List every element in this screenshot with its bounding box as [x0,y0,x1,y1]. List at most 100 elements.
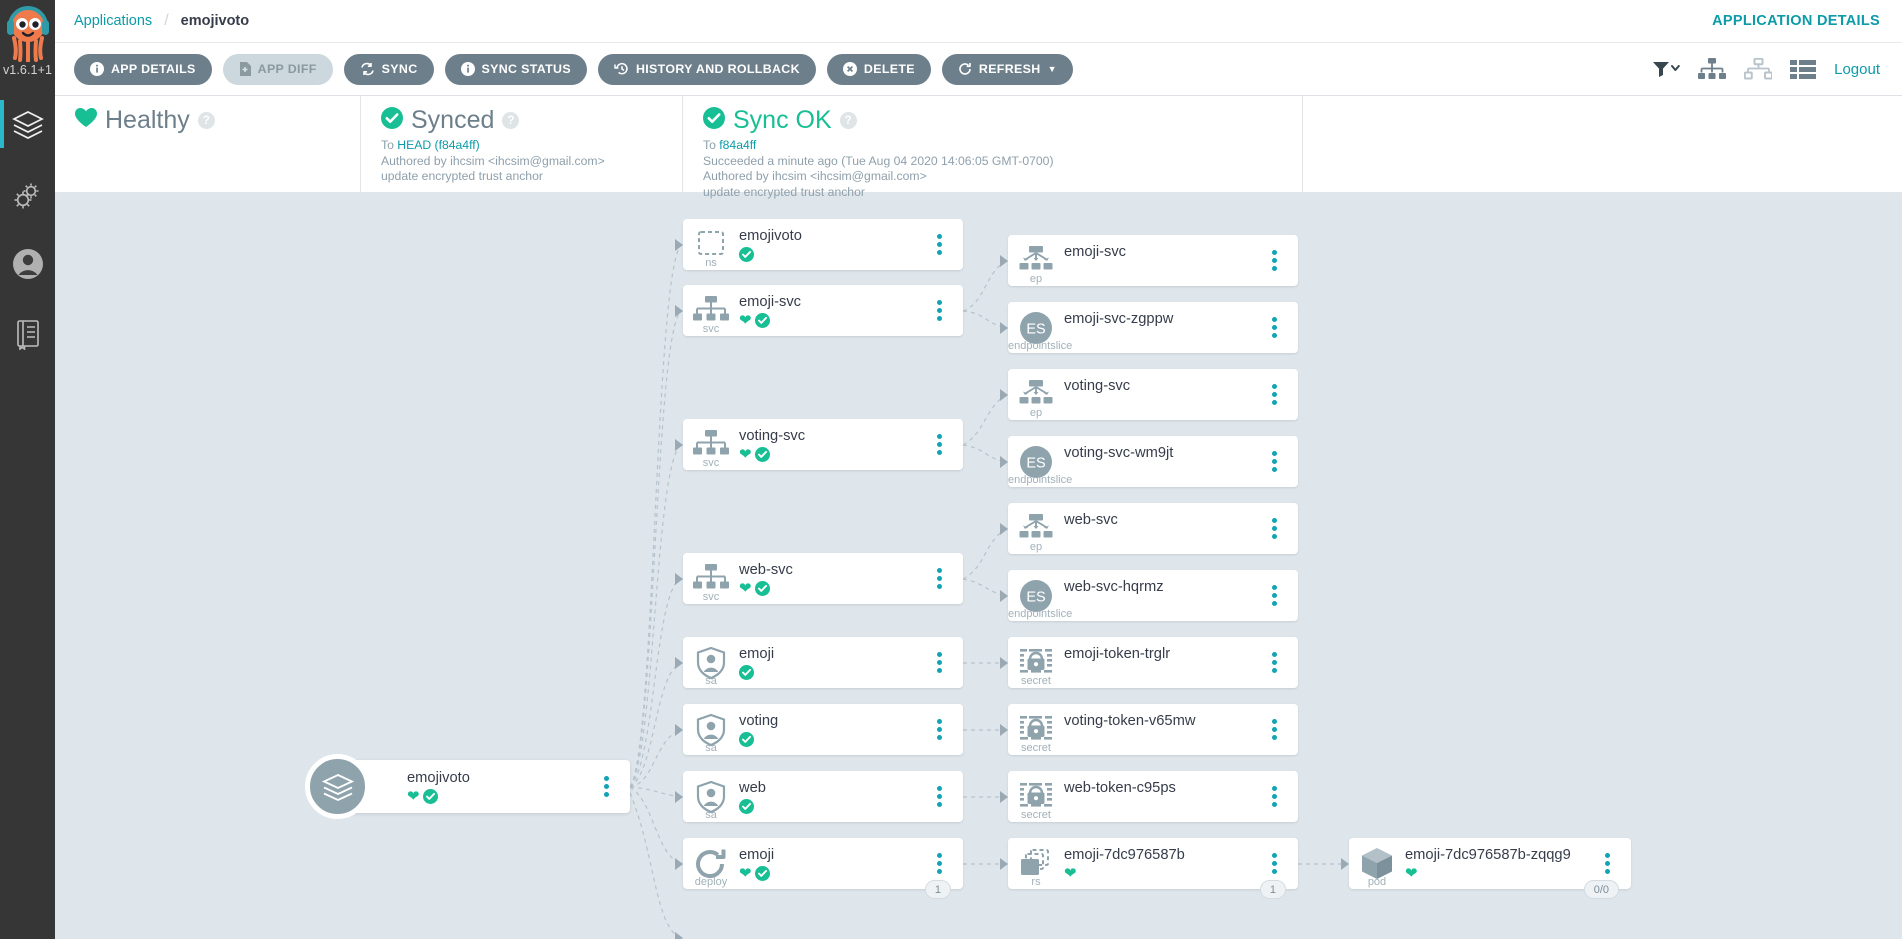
service-tree-icon: svc [683,419,739,470]
refresh-icon [958,62,972,76]
root-node-menu-button[interactable] [592,776,620,797]
node-menu-button[interactable] [925,300,953,321]
node-menu-button[interactable] [925,568,953,589]
tree-node-secret-web[interactable]: secret web-token-c95ps [1008,771,1298,822]
node-badges [739,664,925,680]
tree-node-ep-voting[interactable]: ep voting-svc [1008,369,1298,420]
sync-help-icon[interactable]: ? [502,112,520,129]
sidebar-item-documentation[interactable] [0,299,55,369]
resource-tree-canvas[interactable]: emojivoto ❤ ns emojivoto [55,193,1902,939]
tree-node-sa-voting[interactable]: sa voting [683,704,963,755]
synced-check-icon [422,788,438,804]
node-kind-label: sa [705,742,717,754]
tree-node-sa-web[interactable]: sa web [683,771,963,822]
sync-status-button[interactable]: SYNC STATUS [444,53,587,85]
tree-node-rs-emoji[interactable]: rs emoji-7dc976587b ❤ 1 [1008,838,1298,899]
node-menu-button[interactable] [925,853,953,874]
action-toolbar: APP DETAILS APP DIFF SYNC SYNC STATUS HI… [55,43,1902,96]
tree-node-ns-emojivoto[interactable]: ns emojivoto [683,219,963,270]
node-title: web-svc [1064,511,1118,528]
node-badges [739,731,925,747]
operation-help-icon[interactable]: ? [839,112,857,129]
refresh-button[interactable]: REFRESH ▼ [941,53,1073,85]
node-menu-button[interactable] [925,786,953,807]
node-pill[interactable]: 1 [1259,880,1286,899]
node-title: emoji [739,645,775,662]
operation-revision-link[interactable]: f84a4ff [719,138,757,152]
node-menu-button[interactable] [1260,518,1288,539]
tree-node-pod-emoji[interactable]: pod emoji-7dc976587b-zqqg9 ❤ 0/0 [1349,838,1631,899]
tree-node-svc-web[interactable]: svc web-svc ❤ [683,553,963,604]
node-body: voting-svc-wm9jt [1064,445,1260,479]
root-node-badges: ❤ [407,787,592,805]
filter-icon[interactable] [1652,60,1680,78]
sync-button[interactable]: SYNC [343,53,434,85]
endpoints-icon: ep [1008,503,1064,554]
node-menu-button[interactable] [1260,853,1288,874]
node-title: web-svc-hqrmz [1064,578,1164,595]
node-menu-button[interactable] [1260,317,1288,338]
health-heart-icon: ❤ [407,787,420,805]
node-menu-button[interactable] [1593,853,1621,874]
argocd-logo[interactable]: v1.6.1+1 [0,4,55,77]
tree-view-horizontal-icon[interactable] [1744,58,1773,80]
breadcrumb-separator: / [164,12,169,29]
breadcrumb-applications-link[interactable]: Applications [74,13,153,29]
node-title: emoji-svc [1064,243,1127,260]
tree-node-ep-web[interactable]: ep web-svc [1008,503,1298,554]
tree-node-secret-voting[interactable]: secret voting-token-v65mw [1008,704,1298,755]
health-heart-icon: ❤ [739,579,752,597]
app-details-button[interactable]: APP DETAILS [74,53,212,85]
synced-check-icon [754,865,770,881]
node-menu-button[interactable] [1260,384,1288,405]
tree-node-es-voting[interactable]: ES endpointslice voting-svc-wm9jt [1008,436,1298,487]
node-pill[interactable]: 0/0 [1583,880,1619,899]
node-menu-button[interactable] [925,652,953,673]
tree-node-svc-voting[interactable]: svc voting-svc ❤ [683,419,963,470]
tree-node-ep-emoji[interactable]: ep emoji-svc [1008,235,1298,286]
node-kind-label: ep [1029,541,1043,553]
node-menu-button[interactable] [925,434,953,455]
app-diff-button[interactable]: APP DIFF [222,53,333,85]
sidebar-item-user-info[interactable] [0,229,55,299]
node-body: emoji [739,646,925,680]
serviceaccount-icon: sa [683,771,739,822]
sync-author-line: Authored by ihcsim <ihcsim@gmail.com> [381,153,605,168]
tree-node-es-web[interactable]: ES endpointslice web-svc-hqrmz [1008,570,1298,621]
health-help-icon[interactable]: ? [197,112,215,129]
tree-node-deploy-emoji[interactable]: deploy emoji ❤ 1 [683,838,963,899]
tree-node-sa-emoji[interactable]: sa emoji [683,637,963,688]
sidebar-item-settings[interactable] [0,159,55,229]
node-kind-label: deploy [694,876,728,888]
node-body: emoji ❤ [739,847,925,881]
node-menu-button[interactable] [925,234,953,255]
root-node-title: emojivoto [407,769,470,786]
node-menu-button[interactable] [925,719,953,740]
node-menu-button[interactable] [1260,250,1288,271]
tree-node-secret-emoji[interactable]: secret emoji-token-trglr [1008,637,1298,688]
node-title: emoji-token-trglr [1064,645,1171,662]
node-body: emoji-svc ❤ [739,294,925,328]
tree-node-application-root[interactable]: emojivoto ❤ [305,754,630,819]
argo-octopus-icon [5,4,51,62]
node-menu-button[interactable] [1260,451,1288,472]
application-details-link[interactable]: APPLICATION DETAILS [1712,13,1880,29]
node-menu-button[interactable] [1260,585,1288,606]
node-badges [1064,263,1260,278]
history-and-rollback-button[interactable]: HISTORY AND ROLLBACK [597,53,816,85]
node-menu-button[interactable] [1260,719,1288,740]
tree-view-vertical-icon[interactable] [1698,58,1727,80]
node-menu-button[interactable] [1260,652,1288,673]
sync-revision-line: To HEAD (f84a4ff) [381,138,682,154]
sync-revision-link[interactable]: HEAD (f84a4ff) [397,138,480,152]
tree-node-es-emoji[interactable]: ES endpointslice emoji-svc-zgppw [1008,302,1298,353]
delete-button[interactable]: DELETE [826,53,931,85]
node-pill[interactable]: 1 [924,880,951,899]
node-kind-label: endpointslice [1008,474,1073,486]
list-view-icon[interactable] [1790,59,1817,79]
logout-link[interactable]: Logout [1834,60,1880,78]
node-menu-button[interactable] [1260,786,1288,807]
tree-node-svc-emoji[interactable]: svc emoji-svc ❤ [683,285,963,336]
node-title: voting-token-v65mw [1064,712,1196,729]
sidebar-item-applications[interactable] [0,89,55,159]
